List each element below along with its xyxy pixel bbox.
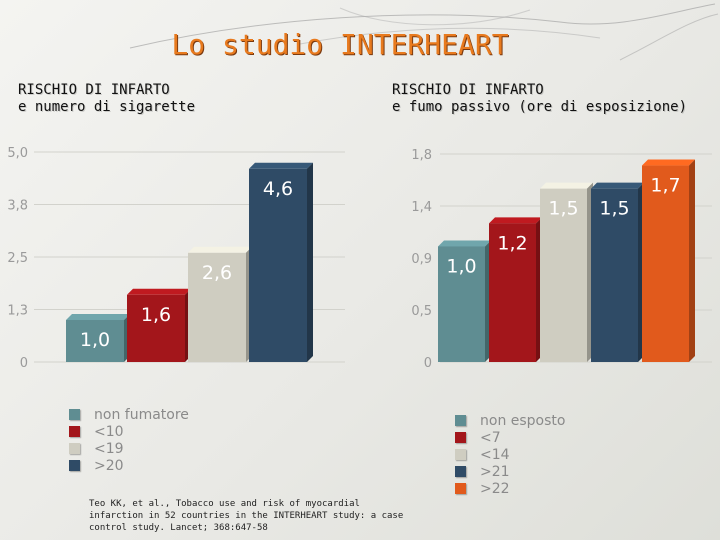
legend-label: <7 xyxy=(480,429,501,446)
bar-top-face xyxy=(249,162,313,169)
bar-4: 1,5 xyxy=(591,182,644,362)
legend-swatch xyxy=(455,432,466,443)
legend-item: >21 xyxy=(455,463,565,480)
legend-label: >20 xyxy=(94,457,124,474)
legend-label: non fumatore xyxy=(94,406,189,423)
legend-swatch xyxy=(455,466,466,477)
bar-front-face xyxy=(249,168,307,362)
y-tick-label: 0 xyxy=(424,356,432,371)
bar-front-face xyxy=(127,294,185,362)
left-chart-title-line2: e numero di sigarette xyxy=(18,99,196,115)
bar-front-face xyxy=(489,223,536,362)
bar-value-label: 1,5 xyxy=(548,198,578,220)
bar-value-label: 1,0 xyxy=(80,329,110,351)
right-chart-title-line1: RISCHIO DI INFARTO xyxy=(392,82,544,98)
left-chart-title: RISCHIO DI INFARTO e numero di sigarette xyxy=(18,82,195,116)
y-tick-label: 0 xyxy=(20,356,28,371)
bar-value-label: 1,6 xyxy=(141,304,171,326)
bar-top-face xyxy=(489,217,542,224)
legend-swatch xyxy=(69,409,80,420)
bar-top-face xyxy=(66,314,130,320)
right-chart-legend: non esposto <7 <14 >21 >22 xyxy=(455,412,565,497)
bar-side-face xyxy=(307,162,313,362)
right-chart-title-line2: e fumo passivo (ore di esposizione) xyxy=(392,99,688,115)
legend-swatch xyxy=(455,483,466,494)
legend-label: <10 xyxy=(94,423,124,440)
legend-label: >22 xyxy=(480,480,510,497)
legend-swatch xyxy=(455,415,466,426)
bar-value-label: 2,6 xyxy=(202,262,232,284)
bar-top-face xyxy=(188,246,252,253)
bar-top-face xyxy=(591,182,644,189)
legend-label: non esposto xyxy=(480,412,566,429)
right-chart-title: RISCHIO DI INFARTO e fumo passivo (ore d… xyxy=(392,82,687,116)
legend-item: >22 xyxy=(455,480,565,497)
citation-text: Teo KK, et al., Tobacco use and risk of … xyxy=(89,499,404,533)
bar-3: 1,5 xyxy=(540,182,593,362)
bar-2: 1,2 xyxy=(489,217,542,362)
left-chart-legend: non fumatore <10 <19 >20 xyxy=(69,406,189,474)
bar-top-face xyxy=(127,288,191,295)
bar-value-label: 1,5 xyxy=(599,198,629,220)
y-tick-label: 5,0 xyxy=(7,146,28,161)
legend-swatch xyxy=(69,426,80,437)
legend-item: <14 xyxy=(455,446,565,463)
y-tick-label: 1,8 xyxy=(411,148,432,163)
y-tick-label: 3,8 xyxy=(7,199,28,214)
bar-front-face xyxy=(438,246,485,362)
legend-item: <19 xyxy=(69,440,189,457)
legend-label: <19 xyxy=(94,440,124,457)
bar-1: 1,0 xyxy=(438,240,491,362)
bar-side-face xyxy=(689,159,695,362)
bar-top-face xyxy=(642,159,695,166)
bar-front-face xyxy=(591,188,638,362)
left-chart-title-line1: RISCHIO DI INFARTO xyxy=(18,82,170,98)
bar-2: 1,6 xyxy=(127,288,191,362)
bar-value-label: 1,2 xyxy=(497,232,527,254)
bar-value-label: 1,7 xyxy=(650,175,680,197)
bar-value-label: 1,0 xyxy=(446,255,476,277)
bar-front-face xyxy=(540,188,587,362)
legend-item: <7 xyxy=(455,429,565,446)
legend-swatch xyxy=(69,443,80,454)
legend-item: >20 xyxy=(69,457,189,474)
y-tick-label: 0,5 xyxy=(411,304,432,319)
bar-value-label: 4,6 xyxy=(263,178,293,200)
bar-front-face xyxy=(66,320,124,362)
slide-title: Lo studio INTERHEART xyxy=(171,28,509,61)
title-swirl-decoration xyxy=(129,3,719,61)
legend-swatch xyxy=(455,449,466,460)
y-tick-label: 1,3 xyxy=(7,304,28,319)
bar-5: 1,7 xyxy=(642,159,695,362)
legend-swatch xyxy=(69,460,80,471)
legend-item: <10 xyxy=(69,423,189,440)
bar-front-face xyxy=(642,165,689,362)
bar-front-face xyxy=(188,252,246,362)
legend-item: non fumatore xyxy=(69,406,189,423)
bar-4: 4,6 xyxy=(249,162,313,362)
legend-label: <14 xyxy=(480,446,510,463)
bar-top-face xyxy=(540,182,593,189)
y-tick-label: 1,4 xyxy=(411,200,432,215)
y-tick-label: 0,9 xyxy=(411,252,432,267)
y-tick-label: 2,5 xyxy=(7,251,28,266)
bar-top-face xyxy=(438,240,491,247)
legend-label: >21 xyxy=(480,463,510,480)
legend-item: non esposto xyxy=(455,412,565,429)
